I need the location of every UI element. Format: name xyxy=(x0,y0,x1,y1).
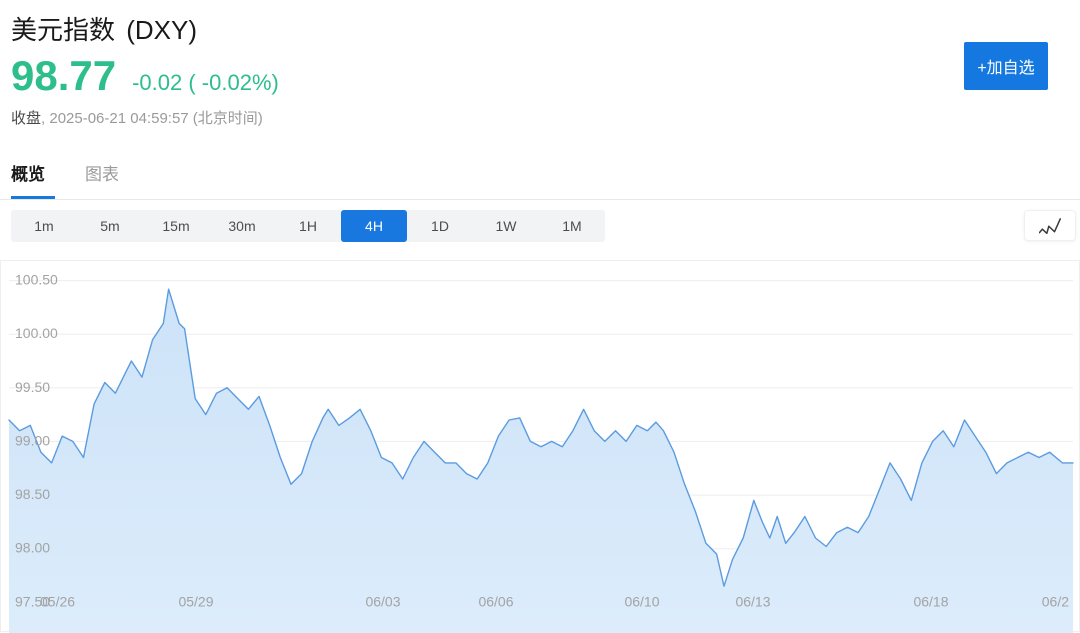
svg-text:06/2: 06/2 xyxy=(1042,593,1069,609)
svg-text:99.50: 99.50 xyxy=(15,379,50,395)
svg-text:98.50: 98.50 xyxy=(15,486,50,502)
svg-text:06/03: 06/03 xyxy=(365,593,400,609)
svg-text:06/10: 06/10 xyxy=(624,593,659,609)
svg-text:100.00: 100.00 xyxy=(15,325,58,341)
svg-text:99.00: 99.00 xyxy=(15,432,50,448)
svg-text:05/29: 05/29 xyxy=(178,593,213,609)
svg-text:06/06: 06/06 xyxy=(478,593,513,609)
svg-text:05/26: 05/26 xyxy=(40,593,75,609)
svg-text:06/18: 06/18 xyxy=(913,593,948,609)
svg-text:06/13: 06/13 xyxy=(735,593,770,609)
svg-text:98.00: 98.00 xyxy=(15,540,50,556)
svg-text:100.50: 100.50 xyxy=(15,272,58,288)
